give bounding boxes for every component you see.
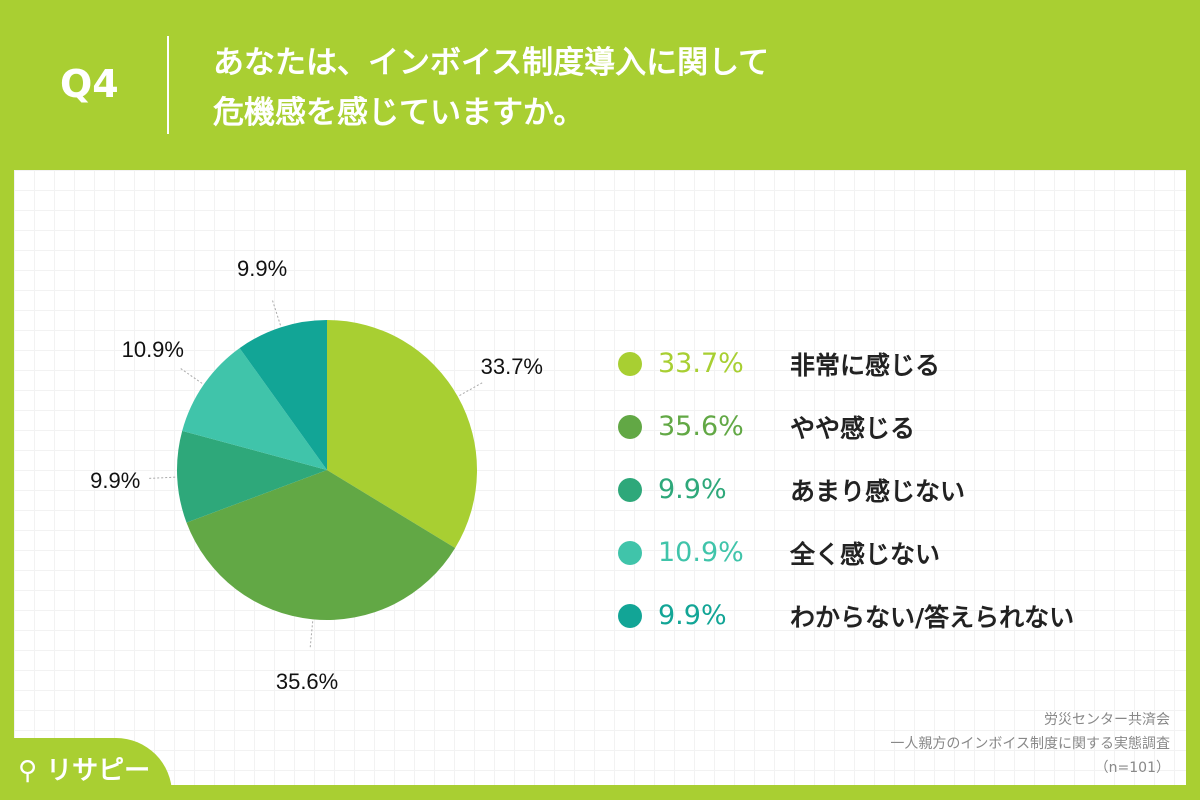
legend-swatch (618, 477, 642, 502)
data-label: 33.7% (481, 354, 543, 379)
legend-swatch (618, 351, 642, 376)
pin-icon: ⚲ (18, 756, 38, 786)
legend-label: わからない/答えられない (790, 602, 1075, 632)
legend-percent: 9.9% (658, 474, 727, 505)
source-line-2: 一人親方のインボイス制度に関する実態調査 (890, 736, 1170, 752)
legend-item: 35.6% やや感じる (618, 395, 1074, 458)
data-label: 10.9% (122, 337, 184, 362)
legend-swatch (618, 603, 642, 628)
title-line-2: 危機感を感じていますか。 (213, 95, 585, 131)
legend-label: あまり感じない (790, 476, 966, 506)
question-number: Q4 (60, 62, 119, 106)
leader-line (309, 621, 314, 650)
legend-item: 33.7% 非常に感じる (618, 332, 1074, 395)
source-note: 労災センター共済会 一人親方のインボイス制度に関する実態調査 （n=101） (890, 708, 1170, 780)
leader-line (271, 298, 281, 326)
logo-tab (0, 738, 172, 800)
legend-item: 9.9% わからない/答えられない (618, 584, 1074, 647)
legend-label: 非常に感じる (790, 350, 941, 380)
pie-slice (176, 430, 327, 523)
leader-line (147, 476, 176, 479)
legend: 33.7% 非常に感じる 35.6% やや感じる 9.9% あまり感じない 10.9% 全く感… (618, 332, 1074, 647)
title-line-1: あなたは、インボイス制度導入に関して (213, 45, 770, 81)
source-line-1: 労災センター共済会 (1044, 712, 1170, 728)
legend-percent: 9.9% (658, 600, 727, 631)
legend-label: 全く感じない (790, 539, 941, 569)
sample-size: （n=101） (1094, 760, 1170, 776)
leader-line (459, 381, 485, 396)
legend-item: 10.9% 全く感じない (618, 521, 1074, 584)
data-label: 9.9% (237, 256, 287, 281)
legend-percent: 35.6% (658, 411, 744, 442)
pie-slice (239, 320, 327, 470)
pie-slice (182, 348, 327, 470)
logo-text: リサピー (46, 756, 151, 786)
brand-logo: ⚲ リサピー (18, 750, 150, 787)
pie-slice (186, 470, 456, 620)
chart-title: あなたは、インボイス制度導入に関して 危機感を感じていますか。 (213, 38, 769, 138)
legend-percent: 33.7% (658, 348, 744, 379)
legend-swatch (618, 540, 642, 565)
data-label: 35.6% (276, 669, 338, 694)
legend-label: やや感じる (790, 413, 916, 443)
divider (167, 36, 169, 134)
legend-item: 9.9% あまり感じない (618, 458, 1074, 521)
leader-line (178, 367, 203, 384)
data-label: 9.9% (90, 468, 140, 493)
legend-swatch (618, 414, 642, 439)
pie-slice (327, 320, 477, 548)
legend-percent: 10.9% (658, 537, 744, 568)
